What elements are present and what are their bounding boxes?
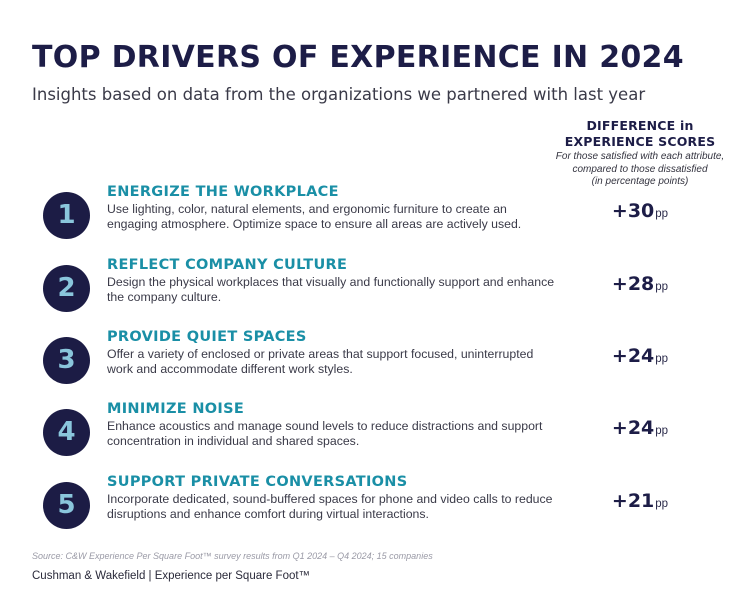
column-header-line-2: EXPERIENCE SCORES bbox=[564, 134, 716, 149]
score-unit: pp bbox=[655, 353, 669, 365]
score-column-header: DIFFERENCE in EXPERIENCE SCORES For thos… bbox=[540, 118, 740, 188]
driver-title: ENERGIZE THE WORKPLACE bbox=[107, 184, 339, 200]
rank-badge: 2 bbox=[43, 265, 90, 312]
driver-description: Offer a variety of enclosed or private a… bbox=[107, 347, 534, 376]
score-number: +24 bbox=[611, 417, 655, 439]
driver-title: SUPPORT PRIVATE CONVERSATIONS bbox=[107, 474, 408, 490]
page-title: TOP DRIVERS OF EXPERIENCE IN 2024 bbox=[32, 40, 684, 75]
page-subtitle: Insights based on data from the organiza… bbox=[32, 85, 646, 104]
score-value: +28pp bbox=[575, 273, 705, 295]
driver-row-2: 2 REFLECT COMPANY CULTURE Design the phy… bbox=[0, 257, 750, 325]
driver-title: MINIMIZE NOISE bbox=[107, 401, 245, 417]
driver-row-3: 3 PROVIDE QUIET SPACES Offer a variety o… bbox=[0, 329, 750, 397]
footer-credit: Cushman & Wakefield | Experience per Squ… bbox=[32, 570, 311, 582]
rank-badge: 1 bbox=[43, 192, 90, 239]
score-unit: pp bbox=[655, 208, 669, 220]
driver-row-4: 4 MINIMIZE NOISE Enhance acoustics and m… bbox=[0, 401, 750, 469]
column-header-line-1: DIFFERENCE in bbox=[586, 118, 694, 133]
score-unit: pp bbox=[655, 281, 669, 293]
driver-description: Incorporate dedicated, sound-buffered sp… bbox=[107, 492, 553, 521]
column-header-note-3: (in percentage points) bbox=[591, 176, 689, 187]
rank-badge: 4 bbox=[43, 409, 90, 456]
driver-description: Use lighting, color, natural elements, a… bbox=[107, 202, 522, 231]
driver-title: PROVIDE QUIET SPACES bbox=[107, 329, 307, 345]
score-value: +24pp bbox=[575, 417, 705, 439]
driver-row-1: 1 ENERGIZE THE WORKPLACE Use lighting, c… bbox=[0, 184, 750, 252]
driver-title: REFLECT COMPANY CULTURE bbox=[107, 257, 348, 273]
score-number: +30 bbox=[611, 200, 655, 222]
score-number: +24 bbox=[611, 345, 655, 367]
column-header-note-1: For those satisfied with each attribute, bbox=[555, 151, 725, 162]
source-note: Source: C&W Experience Per Square Foot™ … bbox=[32, 551, 433, 561]
rank-badge: 3 bbox=[43, 337, 90, 384]
score-number: +28 bbox=[611, 273, 655, 295]
score-value: +21pp bbox=[575, 490, 705, 512]
driver-description: Design the physical workplaces that visu… bbox=[107, 275, 555, 304]
score-unit: pp bbox=[655, 498, 669, 510]
driver-description: Enhance acoustics and manage sound level… bbox=[107, 419, 543, 448]
score-value: +30pp bbox=[575, 200, 705, 222]
column-header-note-2: compared to those dissatisfied bbox=[572, 163, 708, 175]
score-number: +21 bbox=[611, 490, 655, 512]
driver-row-5: 5 SUPPORT PRIVATE CONVERSATIONS Incorpor… bbox=[0, 474, 750, 542]
score-unit: pp bbox=[655, 425, 669, 437]
score-value: +24pp bbox=[575, 345, 705, 367]
rank-badge: 5 bbox=[43, 482, 90, 529]
